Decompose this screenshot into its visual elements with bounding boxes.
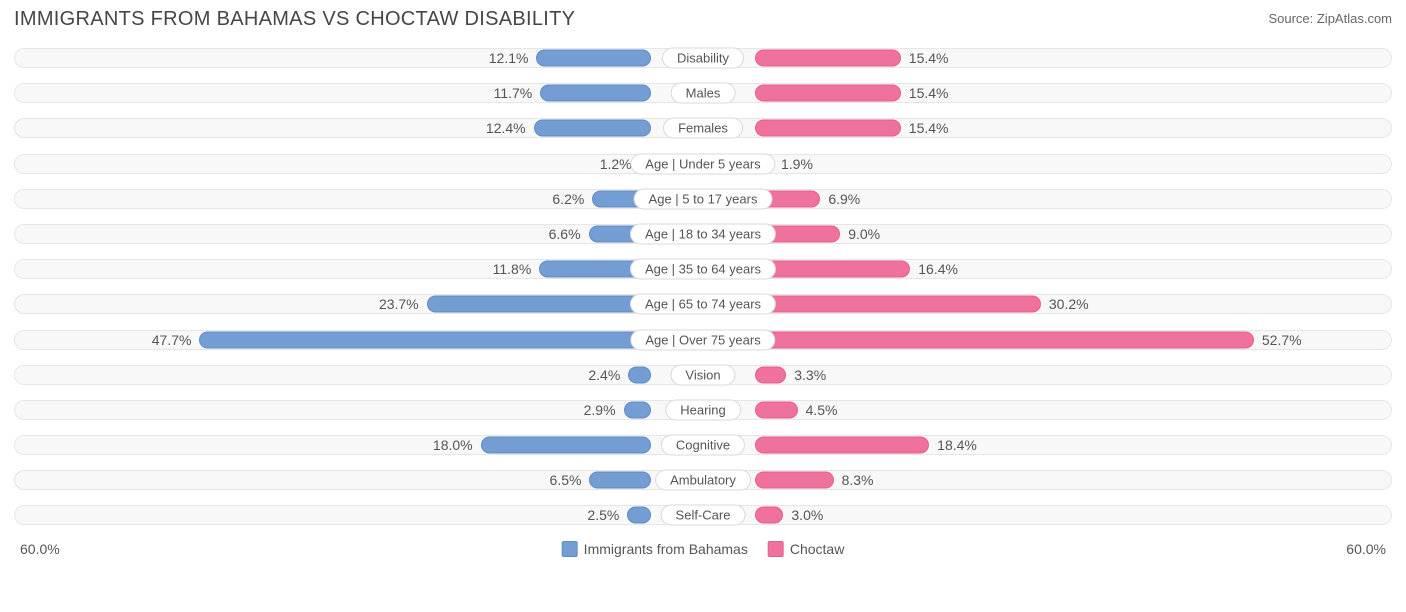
bar-left	[481, 437, 651, 454]
category-pill: Hearing	[665, 399, 741, 420]
category-pill: Age | 5 to 17 years	[634, 188, 773, 209]
value-right: 6.9%	[828, 191, 860, 207]
bar-left	[589, 472, 651, 489]
category-pill: Cognitive	[661, 435, 745, 456]
legend-label-right: Choctaw	[790, 541, 844, 557]
bar-right	[755, 472, 834, 489]
legend-item-right: Choctaw	[768, 541, 844, 557]
bar-left	[427, 296, 651, 313]
chart-row: 11.8% 16.4% Age | 35 to 64 years	[14, 252, 1392, 286]
chart-row: 47.7% 52.7% Age | Over 75 years	[14, 323, 1392, 357]
category-pill: Disability	[662, 48, 744, 69]
value-left: 1.2%	[600, 156, 632, 172]
chart-row: 23.7% 30.2% Age | 65 to 74 years	[14, 287, 1392, 321]
axis-max-left: 60.0%	[20, 541, 60, 557]
legend-swatch-right	[768, 541, 784, 557]
value-left: 12.4%	[486, 120, 526, 136]
value-right: 52.7%	[1262, 332, 1302, 348]
value-right: 15.4%	[909, 50, 949, 66]
chart-title: IMMIGRANTS FROM BAHAMAS VS CHOCTAW DISAB…	[14, 8, 575, 31]
value-left: 2.5%	[587, 507, 619, 523]
chart-row: 11.7% 15.4% Males	[14, 76, 1392, 110]
legend: Immigrants from Bahamas Choctaw	[562, 541, 845, 557]
value-left: 11.7%	[494, 85, 533, 101]
bar-right	[755, 296, 1041, 313]
legend-item-left: Immigrants from Bahamas	[562, 541, 748, 557]
bar-left	[536, 50, 651, 67]
bar-left	[534, 120, 651, 137]
category-pill: Age | Over 75 years	[630, 329, 775, 350]
bar-right	[755, 85, 901, 102]
category-pill: Females	[663, 118, 743, 139]
chart-row: 6.6% 9.0% Age | 18 to 34 years	[14, 217, 1392, 251]
category-pill: Age | Under 5 years	[630, 153, 775, 174]
category-pill: Age | 18 to 34 years	[630, 223, 776, 244]
category-pill: Males	[671, 83, 736, 104]
chart-header: IMMIGRANTS FROM BAHAMAS VS CHOCTAW DISAB…	[14, 8, 1392, 31]
bar-right	[755, 331, 1254, 348]
chart-area: 12.1% 15.4% Disability 11.7% 15.4% Males 12.4%…	[14, 41, 1392, 532]
value-right: 4.5%	[806, 402, 838, 418]
category-pill: Vision	[670, 364, 735, 385]
category-pill: Age | 65 to 74 years	[630, 294, 776, 315]
chart-row: 6.2% 6.9% Age | 5 to 17 years	[14, 182, 1392, 216]
value-left: 2.9%	[584, 402, 616, 418]
chart-row: 2.9% 4.5% Hearing	[14, 393, 1392, 427]
legend-swatch-left	[562, 541, 578, 557]
bar-left	[540, 85, 651, 102]
chart-source: Source: ZipAtlas.com	[1268, 11, 1392, 26]
bar-right	[755, 261, 910, 278]
chart-row: 12.1% 15.4% Disability	[14, 41, 1392, 75]
value-left: 6.6%	[549, 226, 581, 242]
value-right: 9.0%	[848, 226, 880, 242]
bar-right	[755, 366, 786, 383]
chart-row: 6.5% 8.3% Ambulatory	[14, 463, 1392, 497]
legend-label-left: Immigrants from Bahamas	[584, 541, 748, 557]
chart-row: 12.4% 15.4% Females	[14, 111, 1392, 145]
value-left: 6.2%	[552, 191, 584, 207]
value-left: 12.1%	[489, 50, 529, 66]
value-left: 47.7%	[152, 332, 192, 348]
axis-max-right: 60.0%	[1346, 541, 1386, 557]
bar-left	[624, 401, 651, 418]
value-right: 18.4%	[937, 437, 977, 453]
chart-row: 2.5% 3.0% Self-Care	[14, 498, 1392, 532]
bar-right	[755, 50, 901, 67]
category-pill: Ambulatory	[655, 470, 751, 491]
value-right: 15.4%	[909, 120, 949, 136]
bar-right	[755, 120, 901, 137]
value-right: 15.4%	[909, 85, 949, 101]
chart-footer: 60.0% Immigrants from Bahamas Choctaw 60…	[14, 536, 1392, 562]
bar-right	[755, 507, 783, 524]
value-right: 3.3%	[794, 367, 826, 383]
bar-right	[755, 401, 798, 418]
bar-left	[199, 331, 651, 348]
value-left: 18.0%	[433, 437, 473, 453]
value-left: 23.7%	[379, 296, 419, 312]
chart-row: 2.4% 3.3% Vision	[14, 358, 1392, 392]
value-right: 30.2%	[1049, 296, 1089, 312]
chart-row: 1.2% 1.9% Age | Under 5 years	[14, 147, 1392, 181]
value-right: 16.4%	[918, 261, 958, 277]
value-left: 6.5%	[550, 472, 582, 488]
value-right: 8.3%	[842, 472, 874, 488]
value-right: 1.9%	[781, 156, 813, 172]
category-pill: Age | 35 to 64 years	[630, 259, 776, 280]
value-left: 2.4%	[588, 367, 620, 383]
bar-left	[627, 507, 651, 524]
bar-right	[755, 437, 929, 454]
value-left: 11.8%	[493, 261, 532, 277]
value-right: 3.0%	[791, 507, 823, 523]
chart-row: 18.0% 18.4% Cognitive	[14, 428, 1392, 462]
bar-left	[628, 366, 651, 383]
category-pill: Self-Care	[661, 505, 746, 526]
